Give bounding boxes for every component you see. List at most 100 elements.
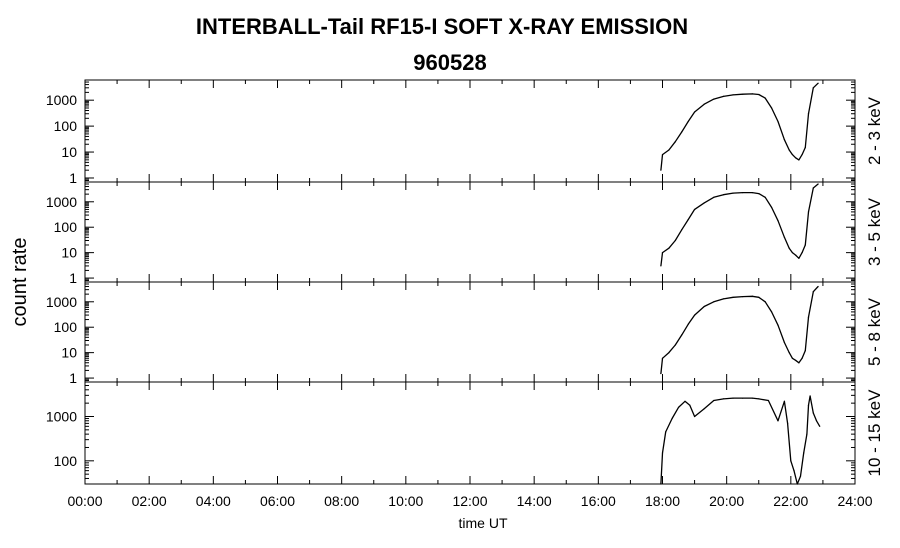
x-tick-label: 20:00 xyxy=(709,493,744,509)
data-point xyxy=(687,323,689,325)
data-point xyxy=(807,211,810,213)
chart-date: 960528 xyxy=(413,50,486,75)
y-tick-label: 10 xyxy=(61,144,77,160)
y-tick-label: 10 xyxy=(61,245,77,261)
x-tick-label: 04:00 xyxy=(196,493,231,509)
data-point xyxy=(807,404,810,406)
data-point xyxy=(732,94,734,96)
data-point xyxy=(681,229,683,231)
data-point xyxy=(804,146,806,149)
data-point xyxy=(767,399,769,402)
x-tick-label: 22:00 xyxy=(773,493,808,509)
data-point xyxy=(713,301,715,303)
data-point xyxy=(681,131,683,133)
data-point xyxy=(751,295,753,297)
data-point xyxy=(791,252,794,254)
data-point xyxy=(693,111,696,113)
data-point xyxy=(799,475,802,477)
data-point xyxy=(817,183,819,185)
data-point xyxy=(801,252,803,254)
data-point xyxy=(764,97,766,99)
data-point xyxy=(758,296,760,298)
data-point xyxy=(742,397,744,399)
data-point xyxy=(722,194,725,196)
series-line xyxy=(660,286,819,374)
data-point xyxy=(722,398,725,400)
data-point xyxy=(807,113,810,115)
data-point xyxy=(783,400,786,402)
data-point xyxy=(812,187,814,189)
series-line xyxy=(660,395,821,485)
y-tick-label: 100 xyxy=(54,118,78,134)
data-point xyxy=(693,314,696,316)
data-point xyxy=(732,192,734,194)
chart-title: INTERBALL-Tail RF15-I SOFT X-RAY EMISSIO… xyxy=(196,14,688,39)
y-tick-label: 100 xyxy=(54,219,78,235)
data-point xyxy=(689,404,691,406)
data-point xyxy=(795,157,797,159)
data-point xyxy=(795,359,797,361)
data-point xyxy=(693,415,696,418)
data-point xyxy=(783,139,786,141)
data-point xyxy=(674,344,676,346)
y-tick-label: 1 xyxy=(69,370,77,386)
x-tick-labels: 00:00 02:00 04:00 06:00 08:00 10:00 12:00 14:00… xyxy=(67,493,872,509)
data-point xyxy=(668,352,670,354)
data-point xyxy=(804,350,806,352)
data-point xyxy=(801,153,803,156)
data-point xyxy=(660,483,662,485)
data-point xyxy=(687,120,689,123)
data-point xyxy=(803,452,805,454)
data-point xyxy=(770,311,773,313)
data-point xyxy=(764,196,766,198)
y-tick-label: 1000 xyxy=(46,194,77,210)
data-point xyxy=(703,202,705,204)
y-tick-label: 1 xyxy=(69,270,77,286)
x-tick-label: 14:00 xyxy=(517,493,552,509)
data-point xyxy=(817,285,819,288)
data-point xyxy=(777,120,779,123)
data-point xyxy=(668,149,670,151)
y-tick-label: 1 xyxy=(69,170,77,186)
data-point xyxy=(812,87,814,89)
data-point xyxy=(677,406,680,409)
data-point xyxy=(671,417,673,420)
y-tick-label: 1000 xyxy=(46,408,77,424)
y-axis-label: count rate xyxy=(9,238,31,327)
data-point xyxy=(661,252,664,254)
data-point xyxy=(703,408,705,410)
data-point xyxy=(661,357,664,359)
data-point xyxy=(798,257,800,259)
data-point xyxy=(777,324,779,326)
y-tick-label: 1000 xyxy=(46,92,77,108)
data-point xyxy=(751,93,753,95)
data-point xyxy=(742,295,744,298)
x-tick-label: 16:00 xyxy=(581,493,616,509)
data-point xyxy=(770,206,773,209)
data-point xyxy=(764,301,766,303)
data-point xyxy=(693,208,696,211)
data-point xyxy=(674,239,676,242)
data-point xyxy=(660,265,662,267)
data-point xyxy=(703,305,705,308)
panel-frame xyxy=(84,381,856,485)
data-point xyxy=(788,149,790,151)
data-point xyxy=(801,357,803,359)
data-point xyxy=(668,247,670,249)
series-line xyxy=(660,82,819,171)
x-tick-label: 06:00 xyxy=(260,493,295,509)
data-point xyxy=(722,298,725,300)
data-point xyxy=(793,470,795,472)
data-point xyxy=(758,93,760,96)
data-point xyxy=(777,220,779,222)
data-point xyxy=(660,169,662,171)
data-point xyxy=(732,296,734,298)
data-point xyxy=(791,153,794,156)
data-point xyxy=(758,398,760,400)
data-point xyxy=(713,196,715,198)
x-tick-label: 24:00 xyxy=(837,493,872,509)
data-point xyxy=(661,153,664,156)
data-point xyxy=(795,254,797,256)
data-point xyxy=(751,191,753,194)
